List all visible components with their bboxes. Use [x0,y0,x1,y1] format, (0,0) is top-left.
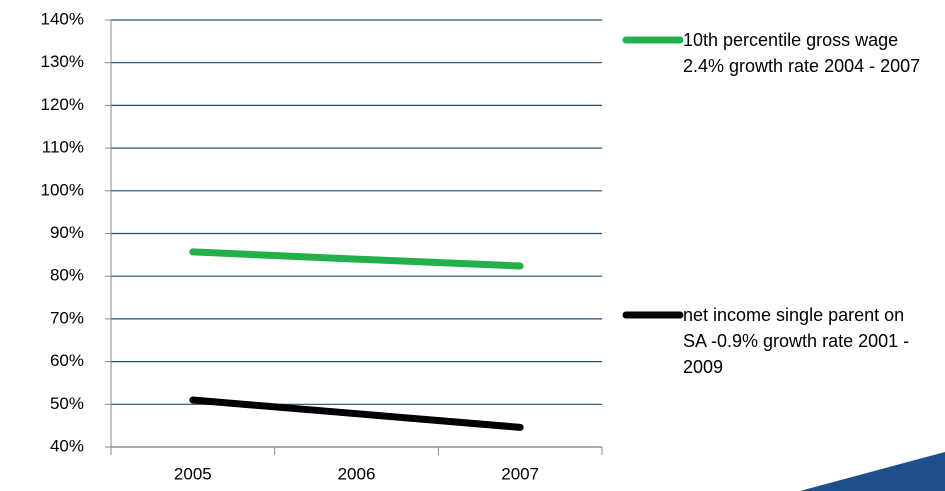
y-tick-label: 60% [50,351,84,370]
y-tick-label: 120% [41,95,84,114]
y-tick-label: 110% [42,138,84,157]
x-tick-label: 2007 [501,464,539,483]
decoration [800,452,945,491]
y-tick-label: 50% [50,394,84,413]
y-tick-label: 100% [41,180,84,199]
legend-label: net income single parent on SA -0.9% gro… [683,305,910,377]
x-tick-label: 2006 [338,464,376,483]
y-tick-label: 80% [50,266,84,285]
y-tick-label: 40% [50,436,84,455]
y-tick-label: 90% [50,223,84,242]
x-tick-label: 2005 [174,464,212,483]
legend-label: 10th percentile gross wage 2.4% growth r… [683,30,921,76]
y-tick-label: 70% [50,308,84,327]
y-tick-label: 130% [41,52,84,71]
y-tick-label: 140% [41,9,84,28]
series-line [189,396,524,431]
series-line [189,248,524,270]
